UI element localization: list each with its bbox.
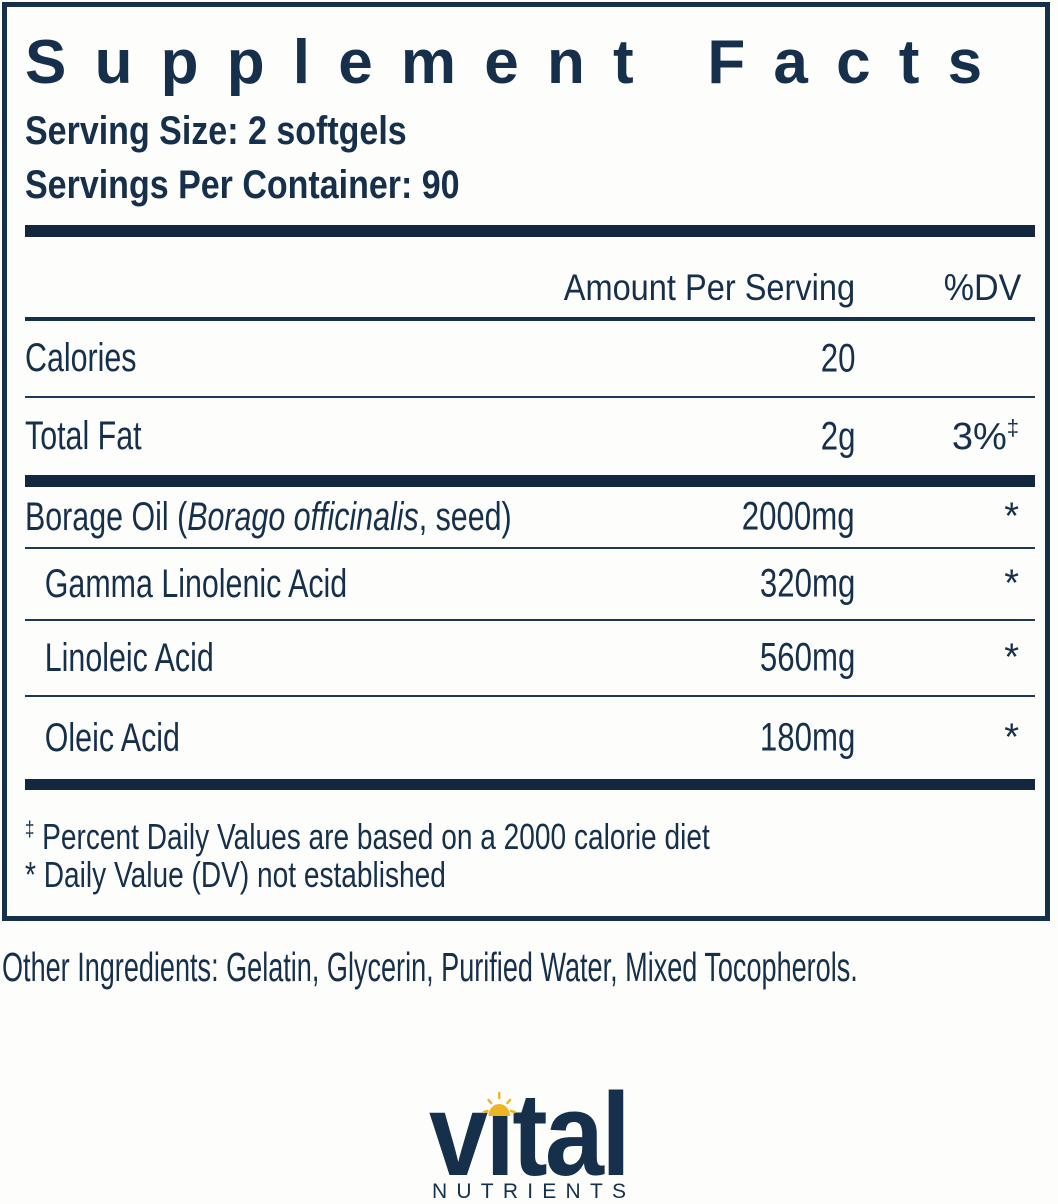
botanical-name: Borago officinalis: [187, 494, 419, 539]
nutrient-dv: *: [1004, 495, 1019, 538]
nutrient-amount: 20: [820, 336, 855, 380]
divider-thick-top: [25, 225, 1035, 237]
nutrient-amount: 560mg: [759, 635, 855, 680]
divider-thick-middle: [25, 475, 1035, 487]
nutrient-name: Borage Oil (Borago officinalis, seed): [25, 494, 512, 539]
nutrient-name: Calories: [25, 336, 137, 380]
nutrient-name: Oleic Acid: [44, 715, 180, 760]
nutrient-row-gamma-linolenic-acid: Gamma Linolenic Acid 320mg *: [25, 549, 1035, 621]
nutrient-amount: 2g: [820, 414, 855, 458]
footnote-daily-values: ‡ Percent Daily Values are based on a 200…: [25, 806, 813, 857]
nutrient-dv: *: [1004, 562, 1019, 605]
footnote-text: Daily Value (DV) not established: [43, 854, 446, 895]
nutrient-row-linoleic-acid: Linoleic Acid 560mg *: [25, 621, 1035, 697]
nutrient-name: Gamma Linolenic Acid: [44, 561, 348, 606]
column-header-row: Amount Per Serving %DV: [25, 237, 1035, 321]
footnote-text: Percent Daily Values are based on a 2000…: [42, 816, 710, 857]
panel-title: Supplement Facts: [25, 28, 1011, 97]
nutrient-dv: *: [1004, 716, 1019, 759]
servings-per-container: Servings Per Container: 90: [25, 163, 460, 207]
other-ingredients: Other Ingredients: Gelatin, Glycerin, Pu…: [2, 944, 858, 990]
amount-column-header: Amount Per Serving: [563, 267, 855, 308]
nutrient-name: Total Fat: [25, 414, 142, 458]
brand-subname: NUTRIENTS: [431, 1180, 636, 1203]
nutrient-row-borage-oil: Borage Oil (Borago officinalis, seed) 20…: [25, 487, 1035, 549]
nutrient-amount: 320mg: [759, 561, 855, 606]
sun-icon: [482, 1091, 516, 1116]
footnote-dv-not-established: * Daily Value (DV) not established: [25, 852, 813, 898]
nutrient-dv: 3%‡: [951, 414, 1019, 458]
footnotes: ‡ Percent Daily Values are based on a 200…: [25, 806, 1035, 898]
nutrient-row-total-fat: Total Fat 2g 3%‡: [25, 398, 1035, 475]
divider-thick-bottom: [25, 779, 1035, 790]
nutrient-row-oleic-acid: Oleic Acid 180mg *: [25, 697, 1035, 779]
supplement-facts-panel: Supplement Facts Serving Size: 2 softgel…: [2, 2, 1050, 921]
asterisk-symbol: *: [25, 854, 36, 895]
serving-size: Serving Size: 2 softgels: [25, 109, 407, 153]
brand-wordmark: v ıtal: [429, 1069, 631, 1201]
nutrient-dv: *: [1004, 636, 1019, 679]
nutrient-row-calories: Calories 20: [25, 321, 1035, 398]
brand-logo: v ıtal NUTRIENTS: [0, 1076, 1058, 1204]
nutrient-amount: 180mg: [759, 715, 855, 760]
dv-column-header: %DV: [943, 267, 1021, 308]
daily-value-footnote-marker: ‡: [1006, 414, 1019, 440]
double-dagger-symbol: ‡: [25, 816, 35, 841]
nutrient-name: Linoleic Acid: [44, 635, 214, 680]
nutrient-amount: 2000mg: [742, 494, 855, 539]
